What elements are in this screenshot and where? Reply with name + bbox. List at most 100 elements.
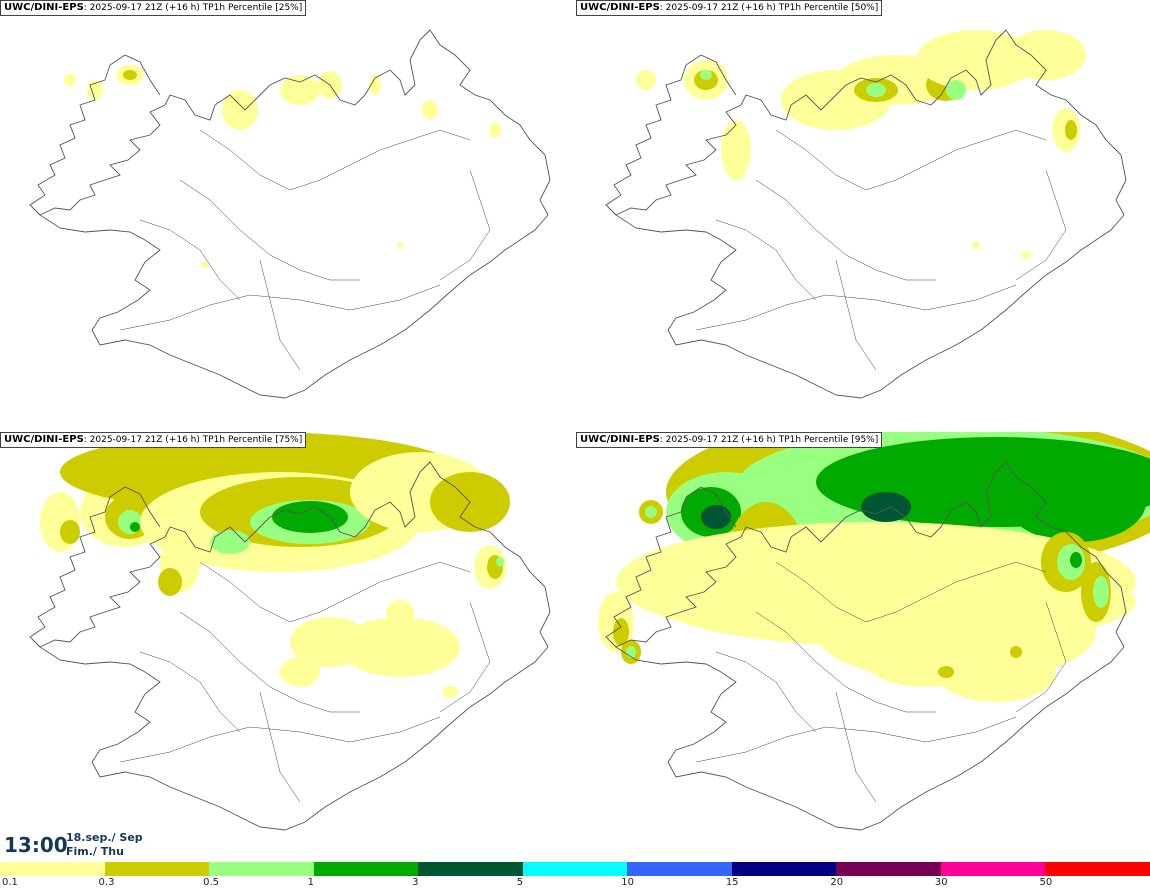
colorbar-tick-label: 3 (412, 877, 419, 888)
colorbar-segment (313, 862, 419, 876)
road-line (139, 651, 241, 733)
colorbar-segment (836, 862, 941, 876)
panel-title: UWC/DINI-EPS: 2025-09-17 21Z (+16 h) TP1… (576, 432, 883, 448)
precip-area (130, 522, 140, 532)
colorbar-tick-label: 1 (307, 877, 314, 888)
precip-area (280, 657, 320, 687)
precip-area (645, 506, 657, 518)
precip-area (397, 242, 403, 248)
road-line (755, 179, 936, 281)
precip-area (866, 83, 886, 97)
road-line (199, 129, 471, 191)
precip-area (64, 74, 76, 86)
colorbar-segment (627, 862, 732, 876)
iceland-map (29, 432, 551, 831)
valid-weekday: Fim./ Thu (66, 845, 124, 858)
westfjords-coastline (605, 54, 737, 216)
westfjords-coastline (29, 486, 161, 648)
precip-area (636, 70, 656, 90)
road-line (715, 651, 817, 733)
valid-time: 13:00 18.sep./ Sep Fim./ Thu (0, 828, 200, 862)
colorbar-tick-label: 0.1 (2, 877, 18, 888)
precip-area (222, 90, 258, 130)
colorbar-tick-label: 30 (934, 877, 948, 888)
precip-area (158, 568, 182, 596)
precip-area (201, 262, 209, 268)
precip-area (701, 505, 731, 529)
model-name: UWC/DINI-EPS (4, 434, 84, 445)
road-line (179, 611, 360, 713)
road-line (259, 259, 301, 371)
colorbar-tick-label: 15 (725, 877, 739, 888)
precip-area (1070, 552, 1082, 568)
valid-date: 18.sep./ Sep (66, 831, 143, 844)
model-name: UWC/DINI-EPS (4, 2, 84, 13)
road-line (755, 611, 936, 713)
colorbar-tick-label: 0.3 (98, 877, 115, 888)
road-line (439, 169, 491, 281)
road-line (1015, 601, 1067, 713)
road-line (1015, 169, 1067, 281)
run-info: : 2025-09-17 21Z (+16 h) TP1h Percentile… (659, 435, 879, 445)
coastline (615, 29, 1127, 399)
precip-area (422, 100, 438, 120)
precip-area (938, 666, 954, 678)
colorbar-segment (731, 862, 837, 876)
road-line (775, 561, 1047, 623)
coastline (615, 461, 1127, 831)
map-panel-25: UWC/DINI-EPS: 2025-09-17 21Z (+16 h) TP1… (0, 0, 574, 430)
precip-area (936, 642, 1056, 702)
precip-area (290, 617, 370, 667)
precip-area (272, 501, 348, 533)
road-line (119, 716, 441, 763)
precip-area (1093, 576, 1109, 608)
run-info: : 2025-09-17 21Z (+16 h) TP1h Percentile… (83, 435, 303, 445)
colorbar-tick-label: 50 (1039, 877, 1053, 888)
panel-title: UWC/DINI-EPS: 2025-09-17 21Z (+16 h) TP1… (0, 432, 307, 448)
colorbar-segment (522, 862, 628, 876)
precip-area (340, 617, 460, 677)
precip-area (700, 70, 712, 80)
road-line (199, 561, 471, 623)
colorbar-tick-label: 5 (516, 877, 524, 888)
precip-area (386, 600, 414, 624)
map-panel-95: UWC/DINI-EPS: 2025-09-17 21Z (+16 h) TP1… (576, 432, 1150, 862)
precip-area (1021, 251, 1031, 259)
precip-area (916, 30, 1036, 90)
model-name: UWC/DINI-EPS (580, 2, 660, 13)
iceland-map (598, 432, 1150, 831)
road-line (715, 219, 817, 301)
coastline (39, 461, 551, 831)
road-line (139, 219, 241, 301)
colorbar-segment (418, 862, 523, 876)
precip-area (369, 75, 381, 95)
run-info: : 2025-09-17 21Z (+16 h) TP1h Percentile… (83, 3, 303, 13)
precip-area (613, 618, 629, 646)
road-line (259, 691, 301, 803)
colorbar-ticks: 0.1 0.3 0.5 1 3 5 10 15 20 30 50 (0, 876, 1150, 891)
precip-area (280, 75, 320, 105)
panel-title: UWC/DINI-EPS: 2025-09-17 21Z (+16 h) TP1… (576, 0, 883, 16)
precip-area (210, 530, 250, 554)
precip-area (1065, 120, 1077, 140)
road-line (695, 716, 1017, 763)
precip-area (946, 80, 966, 100)
valid-clock: 13:00 (4, 833, 68, 857)
road-line (439, 601, 491, 713)
road-line (179, 179, 360, 281)
run-info: : 2025-09-17 21Z (+16 h) TP1h Percentile… (659, 3, 879, 13)
precip-area (489, 122, 501, 138)
road-line (835, 691, 877, 803)
precip-area (721, 120, 751, 180)
westfjords-coastline (29, 54, 161, 216)
panel-title: UWC/DINI-EPS: 2025-09-17 21Z (+16 h) TP1… (0, 0, 307, 16)
precip-area (972, 241, 980, 249)
precip-area (123, 70, 137, 80)
colorbar-segment (0, 862, 105, 876)
precip-area (1006, 30, 1086, 80)
precip-area (1010, 646, 1022, 658)
precip-area (1006, 462, 1146, 542)
precip-area (442, 686, 458, 698)
precip-colorbar (0, 862, 1150, 876)
map-panel-75: UWC/DINI-EPS: 2025-09-17 21Z (+16 h) TP1… (0, 432, 574, 862)
